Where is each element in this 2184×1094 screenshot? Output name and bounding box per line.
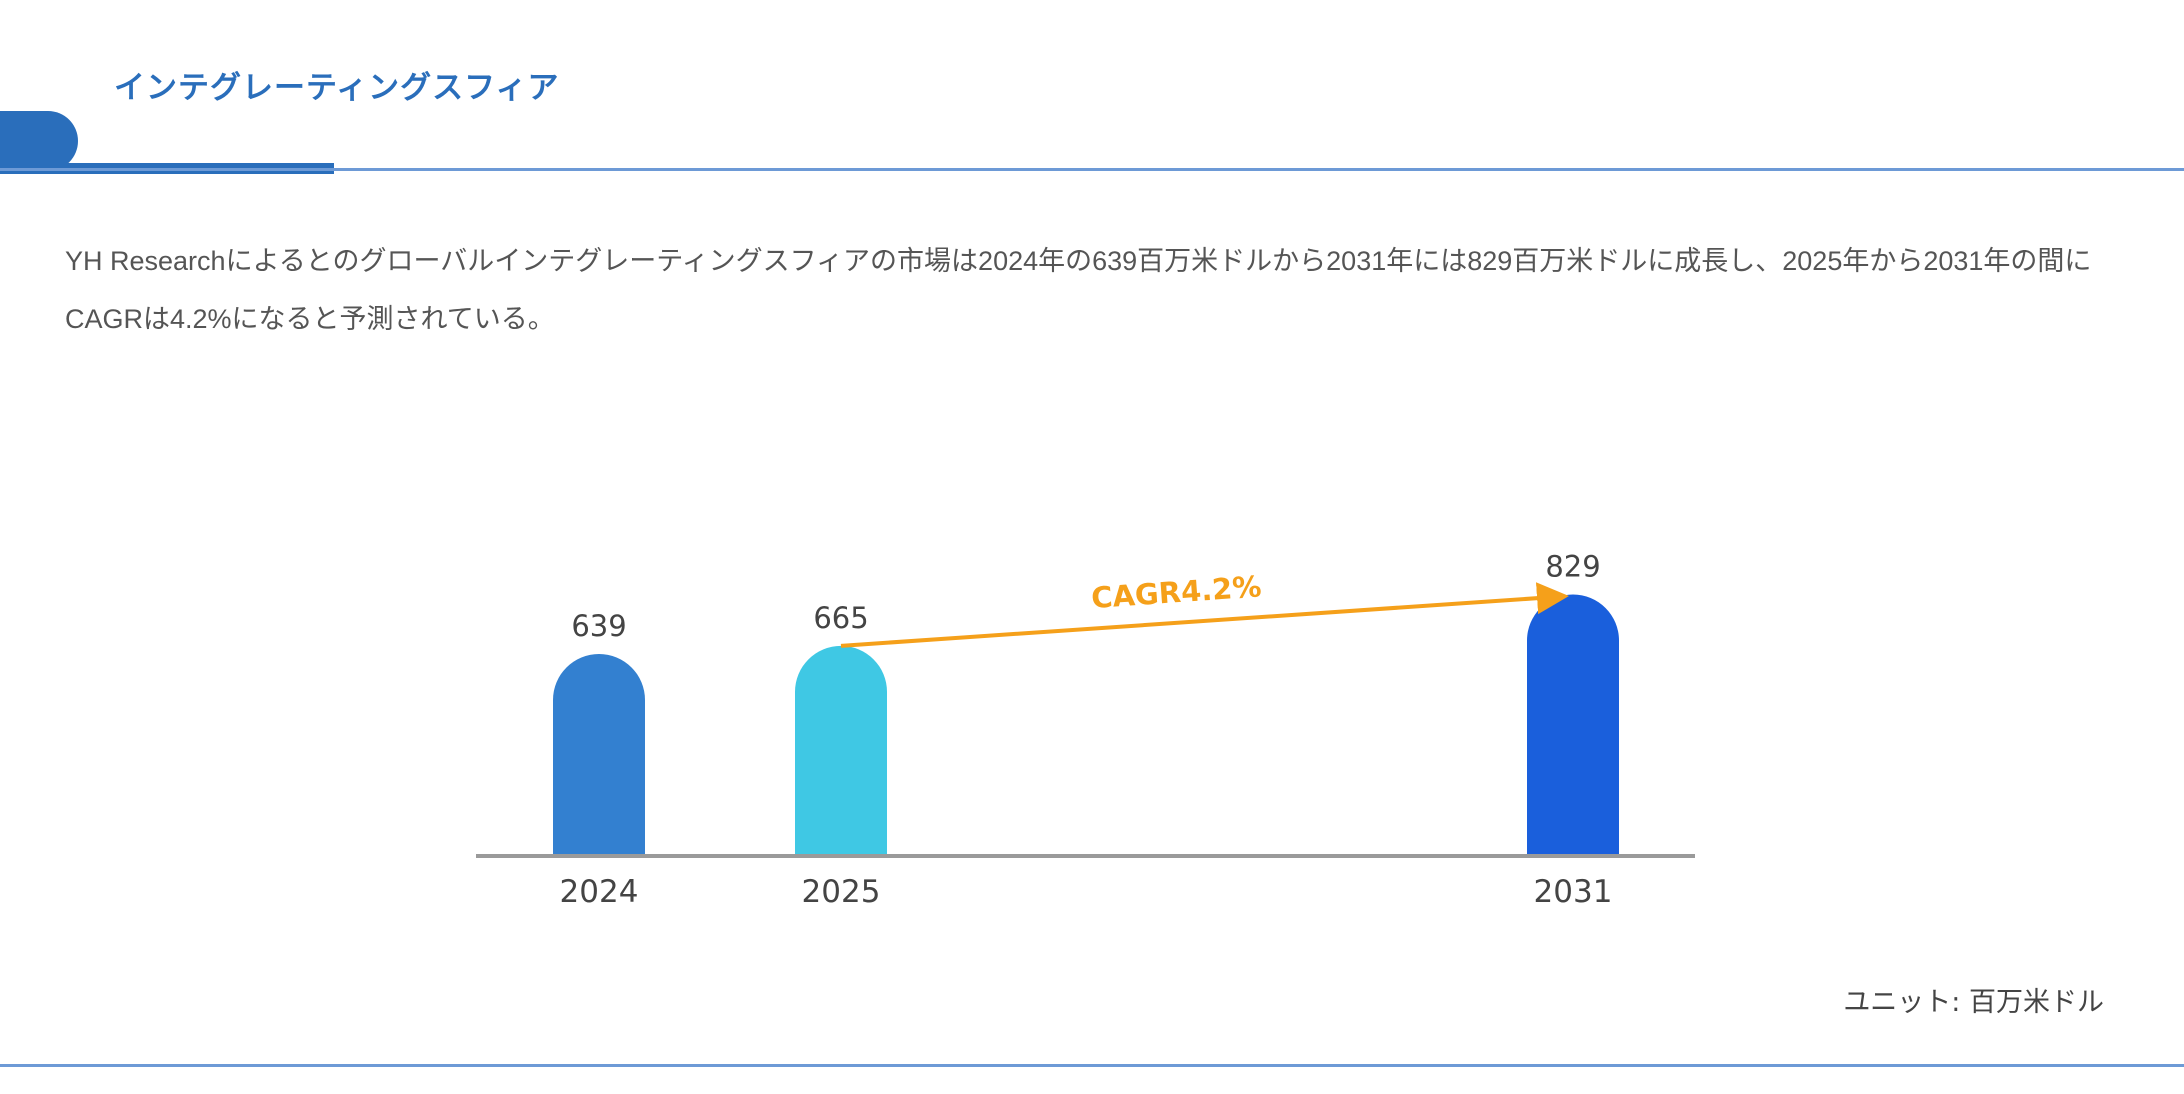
cagr-arrow xyxy=(840,582,1569,648)
category-label: 2031 xyxy=(1534,874,1613,910)
title-tab-decoration xyxy=(0,111,78,171)
bar-2025 xyxy=(795,645,888,854)
cagr-label: CAGR4.2% xyxy=(1090,569,1262,615)
bar-2024 xyxy=(553,653,645,854)
value-label: 829 xyxy=(1545,550,1600,584)
value-label: 665 xyxy=(813,601,868,635)
value-label: 639 xyxy=(571,609,626,643)
unit-label: ユニット: 百万米ドル xyxy=(1843,987,2104,1018)
category-label: 2025 xyxy=(802,874,881,910)
market-description: YH Researchによるとのグローバルインテグレーティングスフィアの市場は2… xyxy=(65,246,2092,334)
category-label: 2024 xyxy=(560,874,639,910)
header-divider xyxy=(0,168,2184,171)
bar-2031 xyxy=(1527,594,1619,854)
footer-divider xyxy=(0,1064,2184,1067)
page-title: インテグレーティングスフィア xyxy=(114,70,560,106)
